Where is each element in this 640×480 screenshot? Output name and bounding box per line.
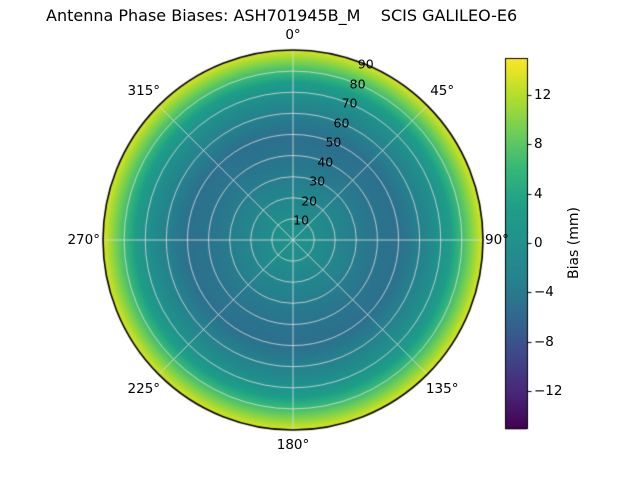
r-tick-label: 90	[357, 56, 374, 72]
chart-title: Antenna Phase Biases: ASH701945B_M SCIS …	[46, 6, 518, 25]
theta-tick-label: 90°	[485, 232, 509, 248]
theta-tick-label: 225°	[127, 381, 161, 398]
colorbar-tick-label: 12	[534, 87, 552, 103]
theta-tick-label: 315°	[127, 82, 161, 99]
r-tick-label: 80	[349, 76, 366, 92]
colorbar-tick-label: 8	[534, 136, 543, 153]
colorbar-tick-label: 4	[534, 185, 543, 202]
theta-tick-label: 180°	[276, 437, 310, 453]
theta-tick-label: 45°	[430, 82, 455, 99]
r-tick-label: 40	[317, 154, 334, 170]
r-tick-label: 30	[309, 173, 326, 189]
theta-tick-label: 0°	[285, 27, 301, 43]
r-tick-label: 70	[341, 95, 358, 111]
theta-tick-label: 270°	[67, 232, 100, 248]
r-tick-label: 10	[293, 212, 310, 228]
theta-tick-label: 135°	[425, 381, 459, 398]
r-tick-label: 50	[325, 134, 342, 150]
colorbar-tick-label: 0	[534, 235, 543, 251]
colorbar-tick-label: −8	[534, 333, 554, 350]
r-tick-label: 20	[301, 193, 318, 209]
colorbar-tick-label: −12	[534, 383, 563, 399]
colorbar-tick-label: −4	[534, 284, 554, 301]
r-tick-label: 60	[333, 115, 350, 131]
